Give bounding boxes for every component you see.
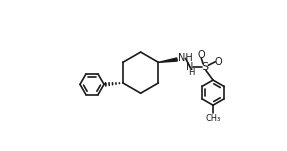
- Text: H: H: [188, 68, 195, 77]
- Text: S: S: [201, 62, 209, 72]
- Text: N: N: [187, 62, 194, 72]
- Polygon shape: [158, 58, 177, 62]
- Text: NH: NH: [178, 53, 193, 63]
- Text: O: O: [197, 50, 205, 60]
- Text: O: O: [214, 57, 222, 67]
- Text: CH₃: CH₃: [205, 114, 221, 123]
